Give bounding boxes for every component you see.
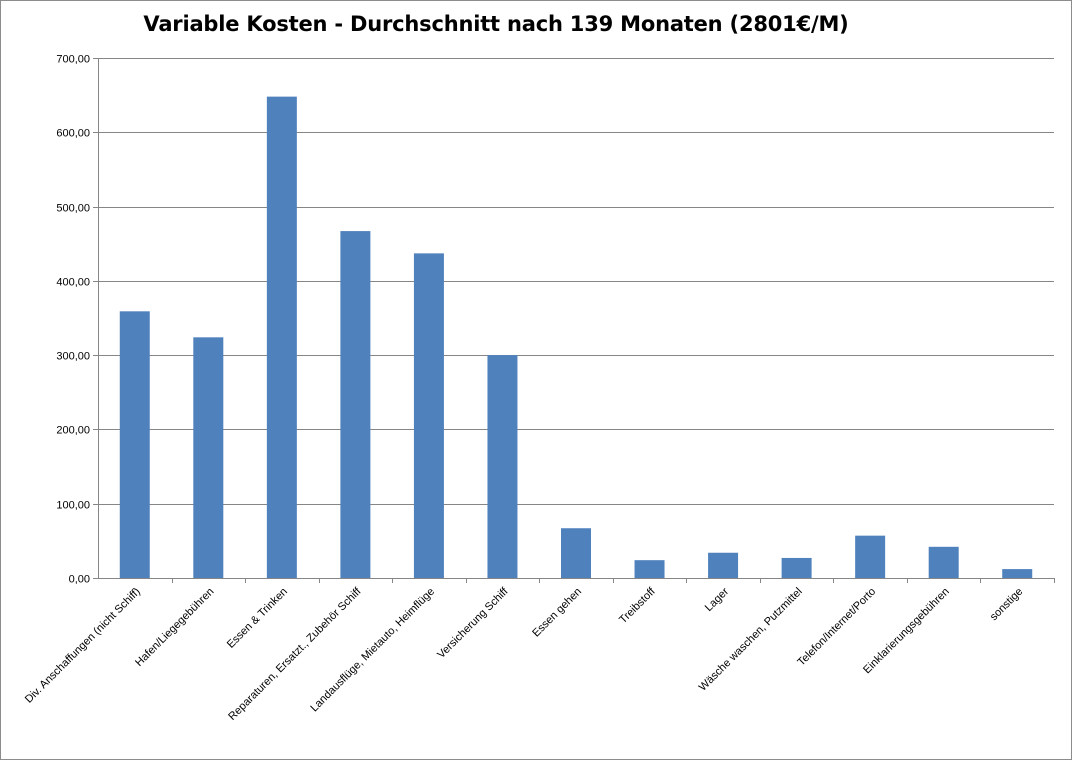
x-tick-label: Landausflüge, Mietauto, Heimflüge <box>308 586 437 715</box>
x-tick-label: Treibstoff <box>617 585 658 626</box>
bar <box>193 337 224 578</box>
y-tick-label: 100,00 <box>56 500 90 512</box>
bar <box>634 560 665 578</box>
bar <box>119 311 150 578</box>
x-tick-label: Lager <box>703 585 732 614</box>
y-tick-label: 200,00 <box>56 425 90 437</box>
x-tick-label: Essen gehen <box>530 586 584 640</box>
bars <box>119 96 1033 579</box>
x-tick-label: Div. Anschaffungen (nicht Schiff) <box>23 586 143 706</box>
bar <box>487 355 518 578</box>
y-tick-label: 500,00 <box>56 203 90 215</box>
chart-title: Variable Kosten - Durchschnitt nach 139 … <box>143 12 849 36</box>
x-tick-label: sonstige <box>988 586 1025 623</box>
bar <box>340 231 371 579</box>
bar <box>561 528 591 578</box>
x-tick-label: Einklarierungsgebühren <box>861 586 952 677</box>
y-tick-label: 0,00 <box>69 574 90 586</box>
bar <box>855 535 886 578</box>
y-tick-label: 700,00 <box>56 54 90 66</box>
bar <box>781 557 812 578</box>
x-tick-label: Telefon/Internet/Porto <box>795 586 878 669</box>
y-tick-labels: 0,00 100,00 200,00 300,00 400,00 500,00 600,00… <box>56 54 90 586</box>
x-tick-labels: Div. Anschaffungen (nicht Schiff)Hafen/L… <box>23 585 1026 723</box>
x-tick-label: Reparaturen, Ersatzt., Zubehör Schiff <box>226 585 364 723</box>
y-tick-label: 600,00 <box>56 128 90 140</box>
x-tick-label: Essen & Trinken <box>225 586 290 651</box>
axes <box>93 58 1055 583</box>
y-tick-label: 300,00 <box>56 351 90 363</box>
x-tick-label: Hafen/Liegegebühren <box>133 586 216 669</box>
bar <box>708 552 739 578</box>
x-tick-label: Versicherung Schiff <box>435 585 511 661</box>
gridlines <box>98 58 1054 505</box>
y-tick-label: 400,00 <box>56 277 90 289</box>
bar <box>413 253 444 578</box>
bar <box>928 546 959 578</box>
bar <box>1002 569 1033 578</box>
bar <box>266 96 297 578</box>
